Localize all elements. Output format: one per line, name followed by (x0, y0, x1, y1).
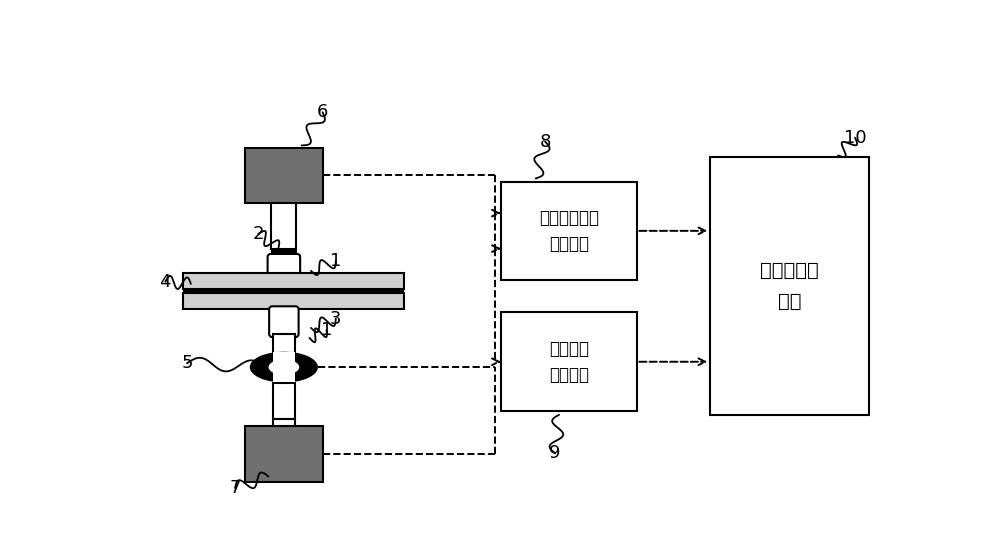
Text: 7: 7 (229, 479, 241, 497)
FancyBboxPatch shape (273, 334, 295, 353)
Text: 6: 6 (317, 103, 328, 121)
FancyBboxPatch shape (271, 203, 296, 250)
FancyBboxPatch shape (183, 293, 404, 309)
Text: 9: 9 (549, 444, 561, 462)
FancyBboxPatch shape (710, 157, 869, 415)
FancyBboxPatch shape (273, 383, 295, 419)
FancyBboxPatch shape (245, 427, 323, 482)
FancyBboxPatch shape (273, 419, 295, 427)
Ellipse shape (269, 359, 299, 375)
Text: 8: 8 (539, 133, 551, 150)
Text: 本征过程信号
采集模块: 本征过程信号 采集模块 (539, 209, 599, 253)
Text: 5: 5 (181, 354, 193, 372)
Text: 10: 10 (844, 129, 866, 146)
Text: 4: 4 (160, 273, 171, 291)
FancyBboxPatch shape (268, 254, 300, 282)
FancyBboxPatch shape (245, 148, 323, 203)
Text: 1: 1 (330, 252, 341, 270)
FancyBboxPatch shape (271, 248, 297, 258)
Ellipse shape (250, 351, 318, 383)
FancyBboxPatch shape (501, 182, 637, 280)
Text: 1: 1 (321, 321, 332, 339)
Text: 2: 2 (253, 225, 264, 243)
FancyBboxPatch shape (273, 357, 295, 363)
Text: 电流信号
采集模块: 电流信号 采集模块 (549, 340, 589, 384)
FancyBboxPatch shape (501, 312, 637, 411)
FancyBboxPatch shape (269, 306, 299, 337)
FancyBboxPatch shape (183, 290, 404, 293)
FancyBboxPatch shape (183, 273, 404, 290)
Text: 3: 3 (330, 310, 342, 328)
FancyBboxPatch shape (272, 353, 296, 363)
Text: 计算和分析
模块: 计算和分析 模块 (760, 261, 819, 311)
FancyBboxPatch shape (273, 351, 295, 383)
